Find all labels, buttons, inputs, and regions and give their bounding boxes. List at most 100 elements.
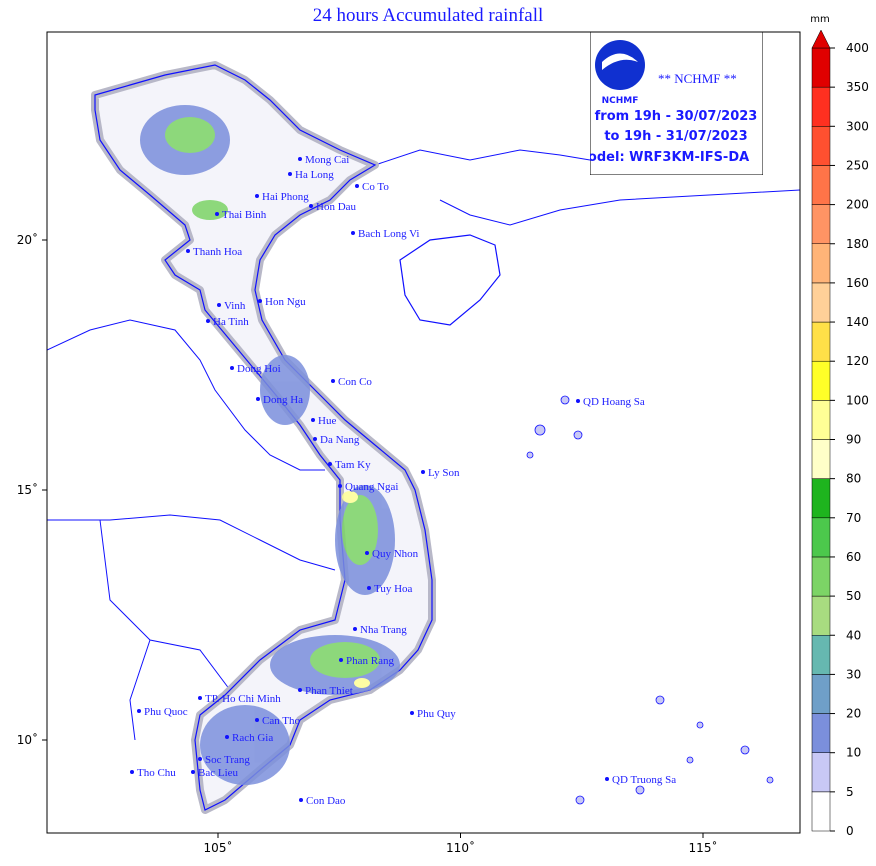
lon-tick-label: 115˚ bbox=[689, 840, 718, 855]
colorbar-segment bbox=[811, 595, 831, 636]
colorbar-label: 90 bbox=[846, 433, 861, 447]
lon-tick-label: 105˚ bbox=[204, 840, 233, 855]
place-dot bbox=[605, 777, 609, 781]
place-dot bbox=[309, 204, 313, 208]
place-dot bbox=[255, 718, 259, 722]
colorbar-segment bbox=[811, 282, 831, 323]
colorbar-label: 350 bbox=[846, 80, 869, 94]
colorbar-label: 120 bbox=[846, 354, 869, 368]
colorbar-segment bbox=[811, 674, 831, 714]
place-dot bbox=[298, 688, 302, 692]
place-label: Hon Ngu bbox=[265, 296, 306, 308]
place-label: Ha Long bbox=[295, 169, 334, 181]
colorbar-segment bbox=[811, 635, 831, 675]
place-label: Soc Trang bbox=[205, 754, 250, 766]
place-label: Tam Ky bbox=[335, 459, 371, 471]
lat-tick-label: 20˚ bbox=[17, 232, 38, 247]
colorbar-segment bbox=[811, 713, 831, 753]
colorbar-segment bbox=[811, 439, 831, 479]
place-dot bbox=[313, 437, 317, 441]
place-label: QD Truong Sa bbox=[612, 774, 676, 786]
place-dot bbox=[351, 231, 355, 235]
colorbar-label: 100 bbox=[846, 393, 869, 407]
colorbar-label: 400 bbox=[846, 41, 869, 55]
colorbar-label: 180 bbox=[846, 237, 869, 251]
place-label: Thai Binh bbox=[222, 209, 267, 221]
colorbar-label: 10 bbox=[846, 746, 861, 760]
place-dot bbox=[355, 184, 359, 188]
place-dot bbox=[130, 770, 134, 774]
place-dot bbox=[410, 711, 414, 715]
place-dot bbox=[198, 696, 202, 700]
colorbar-segment bbox=[811, 517, 831, 558]
place-label: Phan Rang bbox=[346, 655, 394, 667]
lon-tick-label: 110˚ bbox=[446, 840, 475, 855]
colorbar-segment bbox=[811, 360, 831, 401]
place-label: Ly Son bbox=[428, 467, 460, 479]
colorbar-label: 250 bbox=[846, 158, 869, 172]
place-label: Phu Quoc bbox=[144, 706, 188, 718]
place-dot bbox=[298, 157, 302, 161]
place-dot bbox=[225, 735, 229, 739]
place-label: Dong Ha bbox=[263, 394, 303, 406]
place-dot bbox=[198, 757, 202, 761]
place-dot bbox=[255, 194, 259, 198]
place-label: Da Nang bbox=[320, 434, 360, 446]
colorbar-segment bbox=[811, 204, 831, 245]
place-label: Tho Chu bbox=[137, 767, 176, 779]
colorbar-segment bbox=[811, 321, 831, 362]
colorbar-label: 60 bbox=[846, 550, 861, 564]
place-label: Phu Quy bbox=[417, 708, 456, 720]
place-dot bbox=[328, 462, 332, 466]
place-label: Vinh bbox=[224, 300, 246, 312]
colorbar-segment bbox=[811, 556, 831, 597]
place-dot bbox=[256, 397, 260, 401]
place-label: Can Tho bbox=[262, 715, 300, 727]
lat-tick-label: 15˚ bbox=[17, 482, 38, 497]
place-dot bbox=[230, 366, 234, 370]
place-label: Hon Dau bbox=[316, 201, 357, 213]
colorbar-label: 5 bbox=[846, 785, 854, 799]
colorbar-label: 0 bbox=[846, 824, 854, 838]
colorbar-label: 80 bbox=[846, 472, 861, 486]
place-label: Con Co bbox=[338, 376, 372, 388]
colorbar-segment bbox=[811, 86, 831, 127]
place-label: Bach Long Vi bbox=[358, 228, 419, 240]
place-dot bbox=[365, 551, 369, 555]
place-dot bbox=[311, 418, 315, 422]
model: Model: WRF3KM-IFS-DA bbox=[575, 150, 749, 165]
place-label: Tuy Hoa bbox=[374, 583, 413, 595]
place-label: Quang Ngai bbox=[345, 481, 398, 493]
place-label: Bac Lieu bbox=[198, 767, 239, 779]
place-label: Rach Gia bbox=[232, 732, 273, 744]
colorbar-unit: mm bbox=[810, 14, 829, 25]
colorbar-segment bbox=[811, 478, 831, 519]
place-dot bbox=[331, 379, 335, 383]
colorbar-label: 300 bbox=[846, 119, 869, 133]
colorbar-arrow bbox=[811, 29, 831, 49]
logo-org: ** NCHMF ** bbox=[658, 71, 737, 86]
colorbar-label: 70 bbox=[846, 511, 861, 525]
place-dot bbox=[339, 658, 343, 662]
place-dot bbox=[338, 484, 342, 488]
place-label: Con Dao bbox=[306, 795, 346, 807]
place-label: Hai Phong bbox=[262, 191, 309, 203]
colorbar-segment bbox=[811, 752, 831, 793]
place-dot bbox=[421, 470, 425, 474]
logo-emblem: NCHMF bbox=[602, 96, 639, 106]
date-to: to 19h - 31/07/2023 bbox=[604, 129, 747, 144]
place-label: Ha Tinh bbox=[213, 316, 249, 328]
colorbar-label: 200 bbox=[846, 198, 869, 212]
title: 24 hours Accumulated rainfall bbox=[313, 5, 544, 26]
place-dot bbox=[217, 303, 221, 307]
place-dot bbox=[353, 627, 357, 631]
place-label: Thanh Hoa bbox=[193, 246, 242, 258]
date-from: from 19h - 30/07/2023 bbox=[595, 109, 758, 124]
place-dot bbox=[367, 586, 371, 590]
colorbar-label: 140 bbox=[846, 315, 869, 329]
place-label: TP. Ho Chi Minh bbox=[205, 693, 281, 705]
place-label: Mong Cai bbox=[305, 154, 349, 166]
colorbar-segment bbox=[811, 791, 831, 832]
place-label: Co To bbox=[362, 181, 389, 193]
place-dot bbox=[576, 399, 580, 403]
